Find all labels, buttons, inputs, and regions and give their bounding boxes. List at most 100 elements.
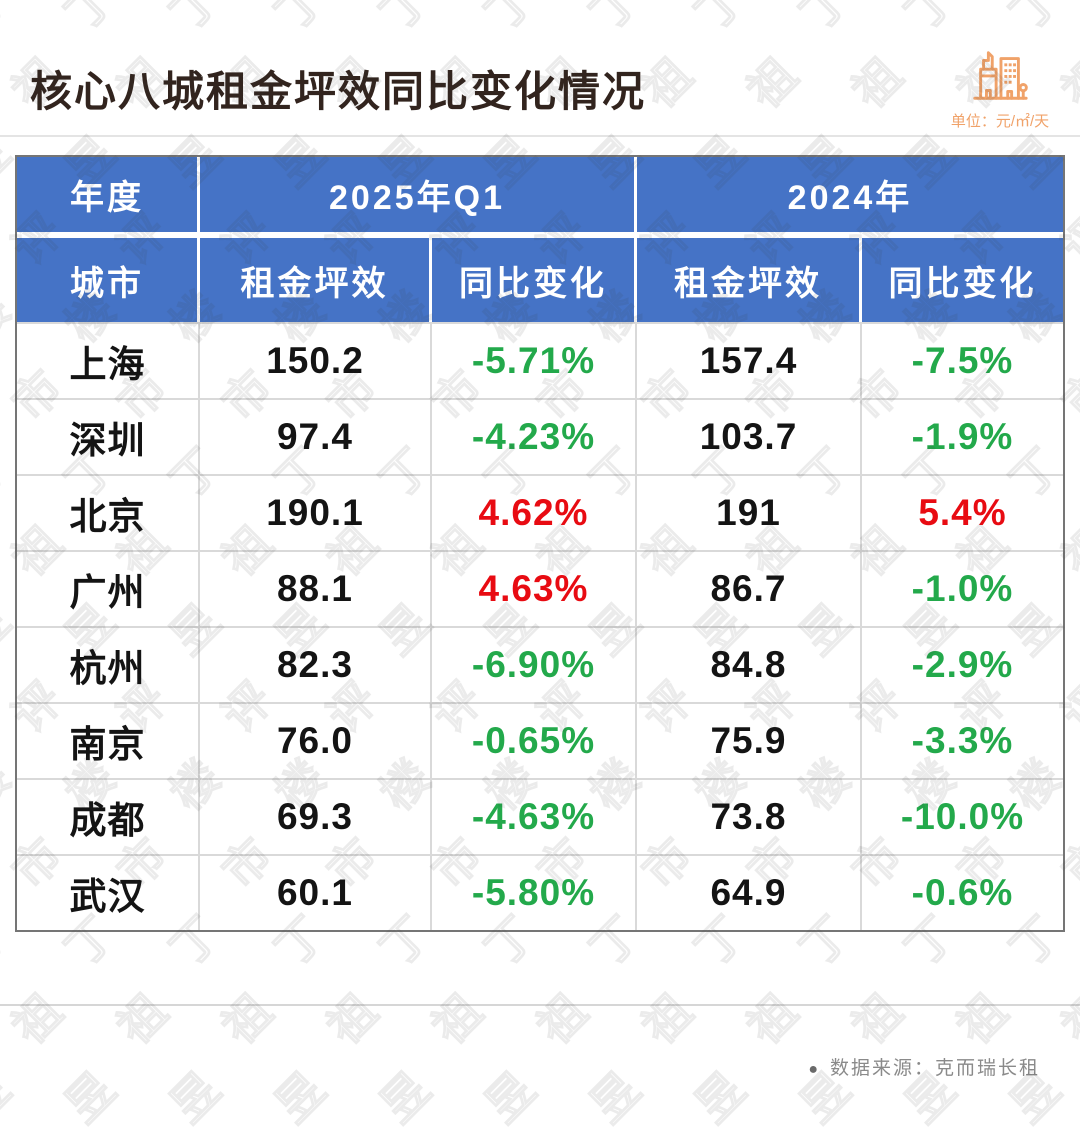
watermark-glyph: 丁 [580, 0, 651, 40]
data-table: 年度 2025年Q1 2024年 城市 租金坪效 同比变化 租金坪效 同比变化 … [15, 155, 1065, 932]
watermark-glyph: 丁 [160, 0, 231, 40]
watermark-glyph: 祖 [317, 984, 388, 1055]
table-row: 广州 88.1 4.63% 86.7 -1.0% [17, 550, 1063, 626]
header-cell-2025q1: 2025年Q1 [200, 157, 637, 238]
rent-2024-value: 157.4 [637, 324, 862, 398]
bullet-icon: ● [808, 1061, 820, 1078]
unit-label: 单位：元/㎡/天 [950, 113, 1050, 130]
header-divider [0, 135, 1080, 137]
watermark-glyph: 祖 [527, 984, 598, 1055]
table-row: 南京 76.0 -0.65% 75.9 -3.3% [17, 702, 1063, 778]
unit-block: 单位：元/㎡/天 [932, 44, 1068, 131]
yoy-2024-value: -10.0% [900, 796, 1025, 837]
watermark-glyph: 祖 [842, 48, 913, 119]
city-name: 杭州 [17, 628, 200, 702]
watermark-glyph: 祖 [107, 984, 178, 1055]
watermark-glyph: 祖 [422, 984, 493, 1055]
watermark-glyph: 丁 [1000, 0, 1071, 40]
header-cell-rent-2025: 租金坪效 [200, 238, 432, 322]
watermark-glyph: 祖 [632, 984, 703, 1055]
watermark-glyph: 丁 [685, 0, 756, 40]
watermark-glyph: 昱 [475, 1062, 546, 1132]
watermark-glyph: 丁 [265, 0, 336, 40]
watermark-glyph: 祖 [737, 48, 808, 119]
table-header-row-metrics: 城市 租金坪效 同比变化 租金坪效 同比变化 [17, 238, 1063, 322]
city-name: 南京 [17, 704, 200, 778]
yoy-2025-value: -5.71% [432, 324, 637, 398]
yoy-2024-value: -3.3% [911, 720, 1014, 761]
table-header-row-periods: 年度 2025年Q1 2024年 [17, 157, 1063, 238]
yoy-2025-value: -6.90% [432, 628, 637, 702]
table-row: 北京 190.1 4.62% 191 5.4% [17, 474, 1063, 550]
watermark-glyph: 祖 [1052, 984, 1080, 1055]
city-name: 广州 [17, 552, 200, 626]
watermark-glyph: 丁 [475, 0, 546, 40]
buildings-icon [973, 51, 1028, 100]
yoy-2024-value: -2.9% [911, 644, 1014, 685]
watermark-glyph: 丁 [0, 0, 20, 40]
watermark-glyph: 昱 [265, 1062, 336, 1132]
header-cell-2024: 2024年 [637, 157, 1063, 238]
header-cell-rent-2024: 租金坪效 [637, 238, 862, 322]
watermark-glyph: 丁 [790, 0, 861, 40]
yoy-2024-value: -1.9% [911, 416, 1014, 457]
city-name: 北京 [17, 476, 200, 550]
header-cell-yoy-2025: 同比变化 [432, 238, 637, 322]
rent-2025-value: 76.0 [200, 704, 432, 778]
watermark-glyph: 昱 [160, 1062, 231, 1132]
table-row: 杭州 82.3 -6.90% 84.8 -2.9% [17, 626, 1063, 702]
rent-2025-value: 69.3 [200, 780, 432, 854]
watermark-glyph: 祖 [842, 984, 913, 1055]
rent-2024-value: 75.9 [637, 704, 862, 778]
watermark-glyph: 丁 [55, 0, 126, 40]
city-name: 成都 [17, 780, 200, 854]
header-cell-city: 城市 [17, 238, 200, 322]
watermark-glyph: 昱 [0, 1062, 20, 1132]
watermark-glyph: 昱 [55, 1062, 126, 1132]
header-cell-year: 年度 [17, 157, 200, 238]
rent-2025-value: 82.3 [200, 628, 432, 702]
watermark-glyph: 昱 [370, 1062, 441, 1132]
watermark-glyph: 丁 [895, 0, 966, 40]
data-source: ● 数据来源：克而瑞长租 [808, 1053, 1040, 1080]
footer-divider [0, 1004, 1080, 1006]
yoy-2025-value: 4.62% [432, 476, 637, 550]
rent-2025-value: 88.1 [200, 552, 432, 626]
rent-2024-value: 103.7 [637, 400, 862, 474]
city-name: 武汉 [17, 856, 200, 930]
city-name: 上海 [17, 324, 200, 398]
table-row: 武汉 60.1 -5.80% 64.9 -0.6% [17, 854, 1063, 930]
table-row: 深圳 97.4 -4.23% 103.7 -1.9% [17, 398, 1063, 474]
watermark-glyph: 昱 [685, 1062, 756, 1132]
rent-2024-value: 191 [637, 476, 862, 550]
watermark-glyph: 祖 [2, 984, 73, 1055]
data-source-label: 数据来源：克而瑞长租 [829, 1058, 1040, 1079]
yoy-2024-value: -1.0% [911, 568, 1014, 609]
table-row: 成都 69.3 -4.63% 73.8 -10.0% [17, 778, 1063, 854]
rent-2025-value: 150.2 [200, 324, 432, 398]
watermark-glyph: 昱 [580, 1062, 651, 1132]
table-row: 上海 150.2 -5.71% 157.4 -7.5% [17, 322, 1063, 398]
header-cell-yoy-2024: 同比变化 [862, 238, 1063, 322]
rent-2025-value: 190.1 [200, 476, 432, 550]
yoy-2024-value: -0.6% [911, 872, 1014, 913]
rent-2024-value: 73.8 [637, 780, 862, 854]
watermark-glyph: 祖 [947, 984, 1018, 1055]
yoy-2025-value: -0.65% [432, 704, 637, 778]
watermark-glyph: 祖 [212, 984, 283, 1055]
yoy-2025-value: -5.80% [432, 856, 637, 930]
yoy-2024-value: -7.5% [911, 340, 1014, 381]
yoy-2025-value: 4.63% [432, 552, 637, 626]
yoy-2025-value: -4.63% [432, 780, 637, 854]
rent-2024-value: 84.8 [637, 628, 862, 702]
city-name: 深圳 [17, 400, 200, 474]
rent-2024-value: 64.9 [637, 856, 862, 930]
yoy-2024-value: 5.4% [918, 492, 1007, 533]
yoy-2025-value: -4.23% [432, 400, 637, 474]
rent-2025-value: 60.1 [200, 856, 432, 930]
watermark-glyph: 祖 [737, 984, 808, 1055]
page-title: 核心八城租金坪效同比变化情况 [30, 68, 647, 115]
watermark-glyph: 丁 [370, 0, 441, 40]
rent-2025-value: 97.4 [200, 400, 432, 474]
